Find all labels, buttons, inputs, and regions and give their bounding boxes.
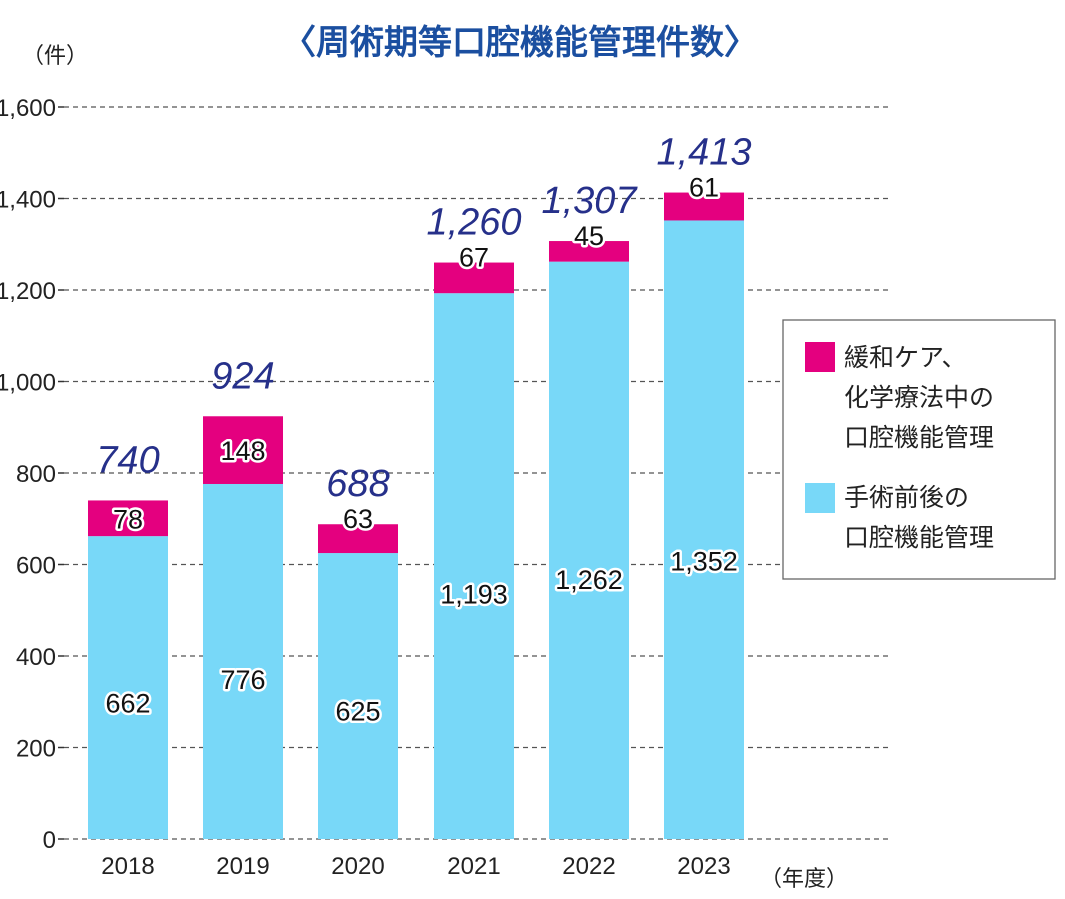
legend-swatch-surgical bbox=[805, 483, 835, 513]
y-tick-label: 1,200 bbox=[0, 278, 56, 305]
bar-label-palliative: 78 bbox=[113, 504, 143, 534]
bar-total-label: 740 bbox=[96, 439, 159, 481]
x-tick-label: 2021 bbox=[447, 853, 500, 880]
bar-palliative-2021 bbox=[434, 262, 514, 294]
bar-label-palliative: 61 bbox=[689, 173, 719, 203]
bar-label-surgical: 776 bbox=[220, 665, 265, 695]
bar-total-label: 1,413 bbox=[656, 132, 751, 174]
bar-surgical-2019 bbox=[203, 483, 283, 839]
y-tick-label: 0 bbox=[43, 827, 56, 854]
bar-label-surgical: 1,262 bbox=[555, 565, 623, 595]
bar-surgical-2023 bbox=[664, 220, 744, 839]
legend-label-surgical: 口腔機能管理 bbox=[844, 523, 994, 552]
bar-label-surgical: 1,352 bbox=[670, 547, 738, 577]
bar-palliative-2019 bbox=[203, 416, 283, 484]
bar-surgical-2018 bbox=[88, 536, 168, 839]
x-tick-label: 2022 bbox=[562, 853, 615, 880]
bar-total-label: 688 bbox=[326, 463, 389, 505]
bar-total-label: 1,307 bbox=[541, 180, 638, 222]
x-tick-label: 2019 bbox=[216, 853, 269, 880]
bar-palliative-2020 bbox=[318, 524, 398, 554]
legend-label-palliative: 化学療法中の bbox=[844, 383, 994, 412]
legend-label-palliative: 口腔機能管理 bbox=[844, 423, 994, 452]
bar-label-surgical: 1,193 bbox=[440, 579, 508, 609]
bar-palliative-2023 bbox=[664, 192, 744, 221]
bar-surgical-2021 bbox=[434, 293, 514, 839]
y-axis-unit-label: （件） bbox=[22, 44, 88, 69]
bar-surgical-2022 bbox=[549, 261, 629, 839]
bar-label-palliative: 63 bbox=[343, 504, 373, 534]
y-tick-label: 1,400 bbox=[0, 187, 56, 214]
bar-palliative-2018 bbox=[88, 500, 168, 537]
legend-label-surgical: 手術前後の bbox=[844, 483, 969, 512]
y-tick-label: 400 bbox=[16, 644, 56, 671]
x-tick-label: 2023 bbox=[677, 853, 730, 880]
bar-label-palliative: 45 bbox=[574, 221, 604, 251]
y-tick-label: 600 bbox=[16, 553, 56, 580]
y-tick-label: 1,000 bbox=[0, 370, 56, 397]
x-tick-label: 2020 bbox=[331, 853, 384, 880]
legend-swatch-palliative bbox=[805, 342, 835, 372]
grid-layer: 0 200 400 600 800 1,000 1,200 1,400 1,600 bbox=[0, 95, 890, 854]
x-axis-unit-label: （年度） bbox=[760, 867, 848, 892]
bar-label-surgical: 662 bbox=[105, 689, 150, 719]
bar-label-palliative: 148 bbox=[220, 436, 265, 466]
bar-palliative-2022 bbox=[549, 241, 629, 262]
bar-label-palliative: 67 bbox=[459, 243, 489, 273]
bars-layer bbox=[88, 192, 744, 839]
legend-label-palliative: 緩和ケア、 bbox=[844, 343, 967, 372]
x-tick-label: 2018 bbox=[101, 853, 154, 880]
y-tick-label: 1,600 bbox=[0, 95, 56, 122]
chart-title: 〈周術期等口腔機能管理件数〉 bbox=[282, 23, 758, 63]
y-tick-label: 800 bbox=[16, 461, 56, 488]
y-tick-label: 200 bbox=[16, 736, 56, 763]
bar-total-label: 924 bbox=[211, 355, 274, 397]
bar-surgical-2020 bbox=[318, 553, 398, 839]
bar-total-label: 1,260 bbox=[426, 202, 521, 244]
bar-label-surgical: 625 bbox=[335, 696, 380, 726]
